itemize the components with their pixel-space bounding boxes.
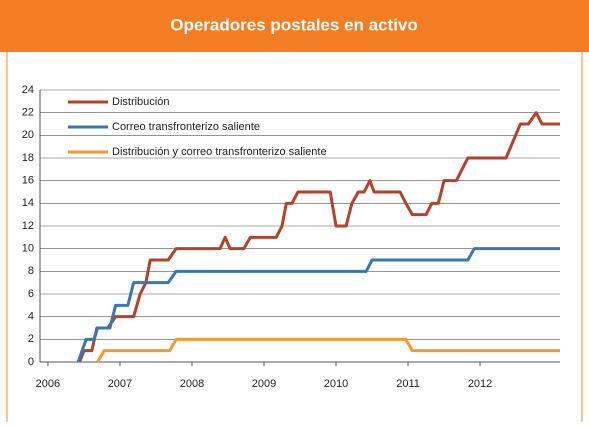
y-tick-label: 2 xyxy=(28,333,34,345)
y-tick-label: 12 xyxy=(22,220,34,232)
chart-title: Operadores postales en activo xyxy=(170,15,418,34)
x-tick-label: 2007 xyxy=(108,378,132,390)
legend-label: Distribución xyxy=(112,96,169,108)
x-tick-label: 2010 xyxy=(324,378,348,390)
y-tick-label: 18 xyxy=(22,152,34,164)
title-bar xyxy=(0,0,589,52)
x-tick-label: 2006 xyxy=(36,378,60,390)
x-tick-label: 2008 xyxy=(180,378,204,390)
y-tick-label: 16 xyxy=(22,175,34,187)
series-line xyxy=(76,247,560,363)
x-tick-label: 2009 xyxy=(252,378,276,390)
y-tick-label: 22 xyxy=(22,107,34,119)
y-tick-label: 14 xyxy=(22,197,34,209)
series-line xyxy=(78,111,560,363)
y-tick-label: 8 xyxy=(28,265,34,277)
x-tick-label: 2011 xyxy=(396,378,420,390)
legend-label: Correo transfronterizo saliente xyxy=(112,121,260,133)
y-tick-label: 24 xyxy=(22,84,34,96)
x-tick-label: 2012 xyxy=(468,378,492,390)
y-tick-label: 4 xyxy=(28,311,34,323)
y-tick-label: 0 xyxy=(28,356,34,368)
y-tick-label: 6 xyxy=(28,288,34,300)
series-line xyxy=(96,337,560,363)
y-tick-label: 20 xyxy=(22,129,34,141)
y-tick-label: 10 xyxy=(22,243,34,255)
legend-label: Distribución y correo transfronterizo sa… xyxy=(112,146,327,158)
